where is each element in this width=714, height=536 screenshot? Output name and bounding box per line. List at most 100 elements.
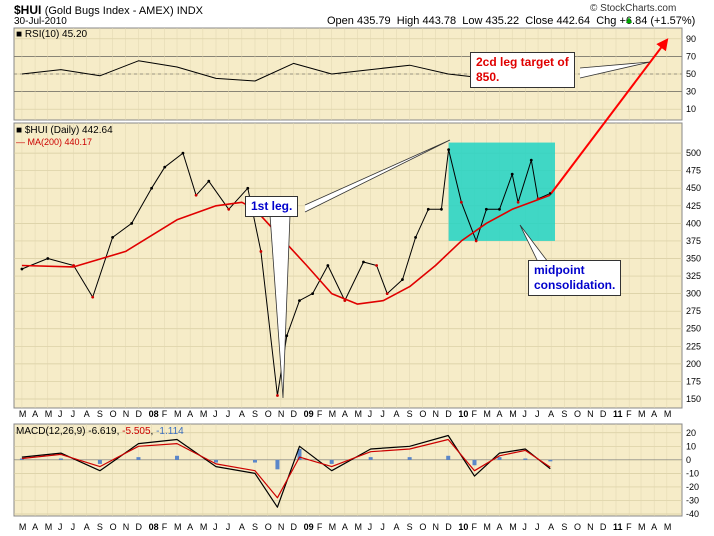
price-y-tick-label: 300 [686, 289, 701, 299]
x-tick-label: A [394, 522, 400, 532]
macd-histogram-bar [175, 455, 180, 460]
price-point [163, 165, 167, 169]
price-point [150, 186, 153, 190]
price-point [46, 257, 50, 260]
price-point [20, 267, 24, 271]
price-y-tick-label: 375 [686, 236, 701, 246]
price-point [130, 221, 134, 225]
x-tick-label: J [522, 522, 527, 532]
x-tick-label: M [664, 409, 672, 419]
price-y-tick-label: 425 [686, 201, 701, 211]
x-tick-label: M [355, 409, 363, 419]
price-point [207, 179, 211, 183]
x-tick-label: D [445, 409, 452, 419]
price-point [414, 236, 417, 239]
x-tick-label: N [433, 409, 440, 419]
x-tick-label: N [587, 409, 594, 419]
signal-line [21, 438, 551, 499]
price-y-tick-label: 450 [686, 183, 701, 193]
macd-panel [13, 423, 683, 517]
x-tick-label: A [187, 409, 193, 419]
x-tick-label: O [110, 409, 117, 419]
price-point [227, 207, 231, 211]
price-point [259, 250, 263, 253]
first-leg-callout: 1st leg. [245, 196, 299, 217]
x-tick-label: M [509, 522, 517, 532]
ma200-line [21, 194, 551, 305]
x-tick-label: M [483, 522, 491, 532]
x-tick-label: J [368, 522, 373, 532]
price-point [498, 207, 501, 211]
x-tick-label: S [407, 409, 413, 419]
macd-y-tick-label: 10 [686, 441, 696, 451]
x-tick-label: 08 [149, 409, 159, 419]
price-y-tick-label: 350 [686, 253, 701, 263]
x-tick-label: O [419, 522, 426, 532]
x-tick-label: F [626, 522, 632, 532]
x-tick-label: J [71, 522, 76, 532]
x-tick-label: F [162, 522, 168, 532]
macd-histogram-bar [368, 457, 373, 460]
x-tick-label: J [380, 409, 385, 419]
x-tick-label: A [394, 409, 400, 419]
x-tick-label: M [483, 409, 491, 419]
x-tick-label: O [419, 409, 426, 419]
x-tick-label: A [496, 409, 502, 419]
price-y-tick-label: 200 [686, 359, 701, 369]
x-tick-label: S [561, 522, 567, 532]
x-tick-label: 09 [304, 522, 314, 532]
rsi-y-tick-label: 70 [686, 51, 696, 61]
x-tick-label: J [71, 409, 76, 419]
price-point [426, 207, 430, 211]
price-y-tick-label: 175 [686, 376, 701, 386]
x-tick-label: A [32, 522, 38, 532]
x-tick-label: A [651, 409, 657, 419]
x-tick-label: A [342, 409, 348, 419]
x-tick-label: J [368, 409, 373, 419]
x-tick-label: S [407, 522, 413, 532]
x-tick-label: M [329, 409, 337, 419]
price-point [440, 207, 443, 211]
target-callout: 2cd leg target of 850. [470, 52, 575, 88]
macd-histogram-bar [548, 459, 553, 462]
price-point [285, 334, 289, 338]
midpoint-callout: midpoint consolidation. [528, 260, 622, 296]
price-point [181, 151, 185, 155]
x-tick-label: M [638, 522, 646, 532]
x-tick-label: N [278, 522, 285, 532]
x-tick-label: M [355, 522, 363, 532]
x-tick-label: 09 [304, 409, 314, 419]
x-tick-label: A [187, 522, 193, 532]
price-point [111, 236, 115, 239]
price-point [375, 264, 379, 267]
x-tick-label: D [135, 409, 142, 419]
ohlc-readout: Open 435.79 High 443.78 Low 435.22 Close… [327, 15, 696, 27]
x-tick-label: D [291, 522, 298, 532]
rsi-y-tick-label: 30 [686, 87, 696, 97]
price-point [326, 264, 330, 267]
macd-histogram-bar [407, 457, 412, 460]
leg1-pointer-top [304, 139, 451, 213]
consolidation-box [448, 142, 555, 241]
x-tick-label: A [32, 409, 38, 419]
macd-histogram-bar [329, 459, 334, 464]
x-tick-label: F [471, 409, 477, 419]
macd-y-tick-label: -20 [686, 482, 699, 492]
x-tick-label: O [265, 522, 272, 532]
x-tick-label: A [239, 522, 245, 532]
price-y-tick-label: 400 [686, 218, 701, 228]
rsi-y-tick-label: 90 [686, 34, 696, 44]
x-tick-label: O [265, 409, 272, 419]
x-tick-label: F [471, 522, 477, 532]
x-tick-label: J [226, 522, 231, 532]
chart-date: 30-Jul-2010 [14, 16, 67, 27]
x-tick-label: A [239, 409, 245, 419]
source-watermark: © StockCharts.com [590, 3, 677, 14]
price-point [276, 394, 279, 397]
x-tick-label: O [574, 522, 581, 532]
price-y-tick-label: 150 [686, 394, 701, 404]
price-y-tick-label: 275 [686, 306, 701, 316]
macd-histogram-bar [523, 458, 528, 460]
macd-y-tick-label: 0 [686, 455, 691, 465]
macd-histogram-bar [275, 459, 280, 470]
